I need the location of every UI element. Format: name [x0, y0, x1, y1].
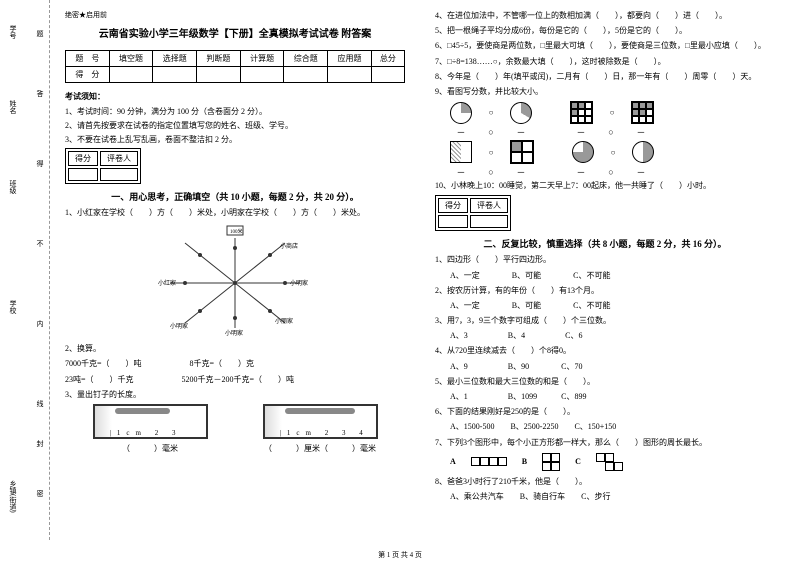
sq1-opts: A、一定 B、可能 C、不可能 — [435, 270, 775, 281]
section2-box: 得分评卷人 — [435, 195, 511, 231]
svg-text:小红家: 小红家 — [158, 279, 176, 287]
margin-dash-7: 密 — [35, 490, 45, 497]
margin-dash-2: 得 — [35, 160, 45, 167]
sq1: 1、四边形（ ）平行四边形。 — [435, 254, 775, 265]
section1-title: 一、用心思考，正确填空（共 10 小题，每题 2 分，共 20 分）。 — [65, 190, 405, 203]
sq8-opts: A、乘公共汽车 B、骑自行车 C、步行 — [435, 491, 775, 502]
header-tag: 绝密★启用前 — [65, 10, 405, 20]
margin-dash-5: 线 — [35, 400, 45, 407]
margin-dash-4: 内 — [35, 320, 45, 327]
sq6: 6、下面的结果刚好是250的是（ ）。 — [435, 406, 775, 417]
sq7: 7、下列3个图形中，每个小正方形都一样大，那么（ ）图形的周长最长。 — [435, 437, 775, 448]
q9: 9、看图写分数，并比较大小。 — [435, 86, 775, 97]
svg-text:小丽家: 小丽家 — [275, 317, 293, 325]
th-2: 选择题 — [153, 51, 197, 67]
td-0: 得 分 — [66, 67, 110, 83]
svg-text:100米: 100米 — [230, 228, 243, 235]
section1-box: 得分评卷人 — [65, 148, 141, 184]
margin-dash-0: 题 — [35, 30, 45, 37]
sq3-opts: A、3 B、4 C、6 — [435, 330, 775, 341]
score-table: 题 号 填空题 选择题 判断题 计算题 综合题 应用题 总分 得 分 — [65, 50, 405, 83]
page-footer: 第 1 页 共 4 页 — [0, 550, 800, 560]
fraction-diagrams: ○ ○ ─○─ ─○─ ○ ○ ─○─ — [435, 101, 775, 177]
margin-dash-6: 封 — [35, 440, 45, 447]
q10: 10、小林晚上10：00睡觉，第二天早上7：00起床，他一共睡了（ ）小时。 — [435, 180, 775, 191]
margin-dash-1: 答 — [35, 90, 45, 97]
ruler1-label: （ ）毫米 — [88, 443, 213, 454]
th-3: 判断题 — [197, 51, 241, 67]
margin-xiangzhen: 乡镇(街道) — [8, 480, 18, 513]
margin-xuexiao: 学校 — [8, 300, 18, 314]
margin-xuehao: 学号 — [8, 25, 18, 39]
th-1: 填空题 — [109, 51, 153, 67]
q7: 7、□÷8=138……○，余数最大填（ ），这时被除数是（ ）。 — [435, 56, 775, 67]
sq8: 8、爸爸3小时行了210千米，他是（ ）。 — [435, 476, 775, 487]
q3: 3、量出钉子的长度。 — [65, 389, 405, 400]
th-7: 总分 — [371, 51, 404, 67]
sq6-opts: A、1500-500 B、2500-2250 C、150+150 — [435, 421, 775, 432]
tetromino-shapes: A B C — [435, 453, 775, 471]
sq3: 3、用7，3，9三个数字可组成（ ）个三位数。 — [435, 315, 775, 326]
q8: 8、今年是（ ）年(填平或闰)，二月有（ ）日，那一年有（ ）周零（ ）天。 — [435, 71, 775, 82]
sq4: 4、从720里连续减去（ ）个8得0。 — [435, 345, 775, 356]
notice-1: 1、考试时间：90 分钟，满分为 100 分（含卷面分 2 分）。 — [65, 106, 405, 117]
ruler2-label: （ ）厘米（ ）毫米 — [258, 443, 383, 454]
binding-margin: 学号 姓名 班级 学校 乡镇(街道) 题 答 得 不 内 线 封 密 — [0, 0, 50, 540]
th-6: 应用题 — [328, 51, 372, 67]
q5: 5、把一根绳子平均分成6份，每份是它的（ ），5份是它的（ ）。 — [435, 25, 775, 36]
ruler-1: |1cm 2 3 — [93, 404, 208, 439]
sq2-opts: A、一定 B、可能 C、不可能 — [435, 300, 775, 311]
q2-line2: 23吨=（ ）千克 5200千克－200千克=（ ）吨 — [65, 374, 405, 385]
notice-3: 3、不要在试卷上乱写乱画，卷面不整洁扣 2 分。 — [65, 134, 405, 145]
sq4-opts: A、9 B、90 C、70 — [435, 361, 775, 372]
svg-text:小商店: 小商店 — [280, 242, 298, 250]
q4: 4、在进位加法中，不管哪一位上的数相加满（ ），都要向（ ）进（ ）。 — [435, 10, 775, 21]
exam-title: 云南省实验小学三年级数学【下册】全真模拟考试试卷 附答案 — [65, 25, 405, 40]
svg-text:小明家: 小明家 — [225, 329, 243, 337]
notice-title: 考试须知： — [65, 91, 405, 102]
q1: 1、小红家在学校（ ）方（ ）米处，小明家在学校（ ）方（ ）米处。 — [65, 207, 405, 218]
left-column: 绝密★启用前 云南省实验小学三年级数学【下册】全真模拟考试试卷 附答案 题 号 … — [50, 0, 420, 540]
th-5: 综合题 — [284, 51, 328, 67]
q2: 2、换算。 — [65, 343, 405, 354]
margin-xingming: 姓名 — [8, 100, 18, 114]
ruler-2: |1cm 2 3 4 — [263, 404, 378, 439]
sq2: 2、按农历计算，有的年份（ ）有13个月。 — [435, 285, 775, 296]
sq5: 5、最小三位数和最大三位数的和是（ ）。 — [435, 376, 775, 387]
q2-line1: 7000千克=（ ）吨 8千克=（ ）克 — [65, 358, 405, 369]
svg-text:小明家: 小明家 — [290, 279, 308, 287]
q6: 6、□45÷5，要使商是两位数，□里最大可填（ ），要使商是三位数，□里最小应填… — [435, 40, 775, 51]
margin-dash-3: 不 — [35, 240, 45, 247]
sq5-opts: A、1 B、1099 C、899 — [435, 391, 775, 402]
rulers: |1cm 2 3 （ ）毫米 |1cm 2 3 4 （ ）厘米（ ）毫米 — [65, 404, 405, 454]
margin-banji: 班级 — [8, 180, 18, 194]
compass-diagram: 100米 小商店 小明家 小丽家 小明家 小明家 小红家 — [65, 223, 405, 338]
notice-2: 2、请首先按要求在试卷的指定位置填写您的姓名、班级、学号。 — [65, 120, 405, 131]
th-0: 题 号 — [66, 51, 110, 67]
svg-text:小明家: 小明家 — [170, 322, 188, 330]
right-column: 4、在进位加法中，不管哪一位上的数相加满（ ），都要向（ ）进（ ）。 5、把一… — [420, 0, 790, 540]
th-4: 计算题 — [240, 51, 284, 67]
section2-title: 二、反复比较，慎重选择（共 8 小题，每题 2 分，共 16 分）。 — [435, 237, 775, 250]
